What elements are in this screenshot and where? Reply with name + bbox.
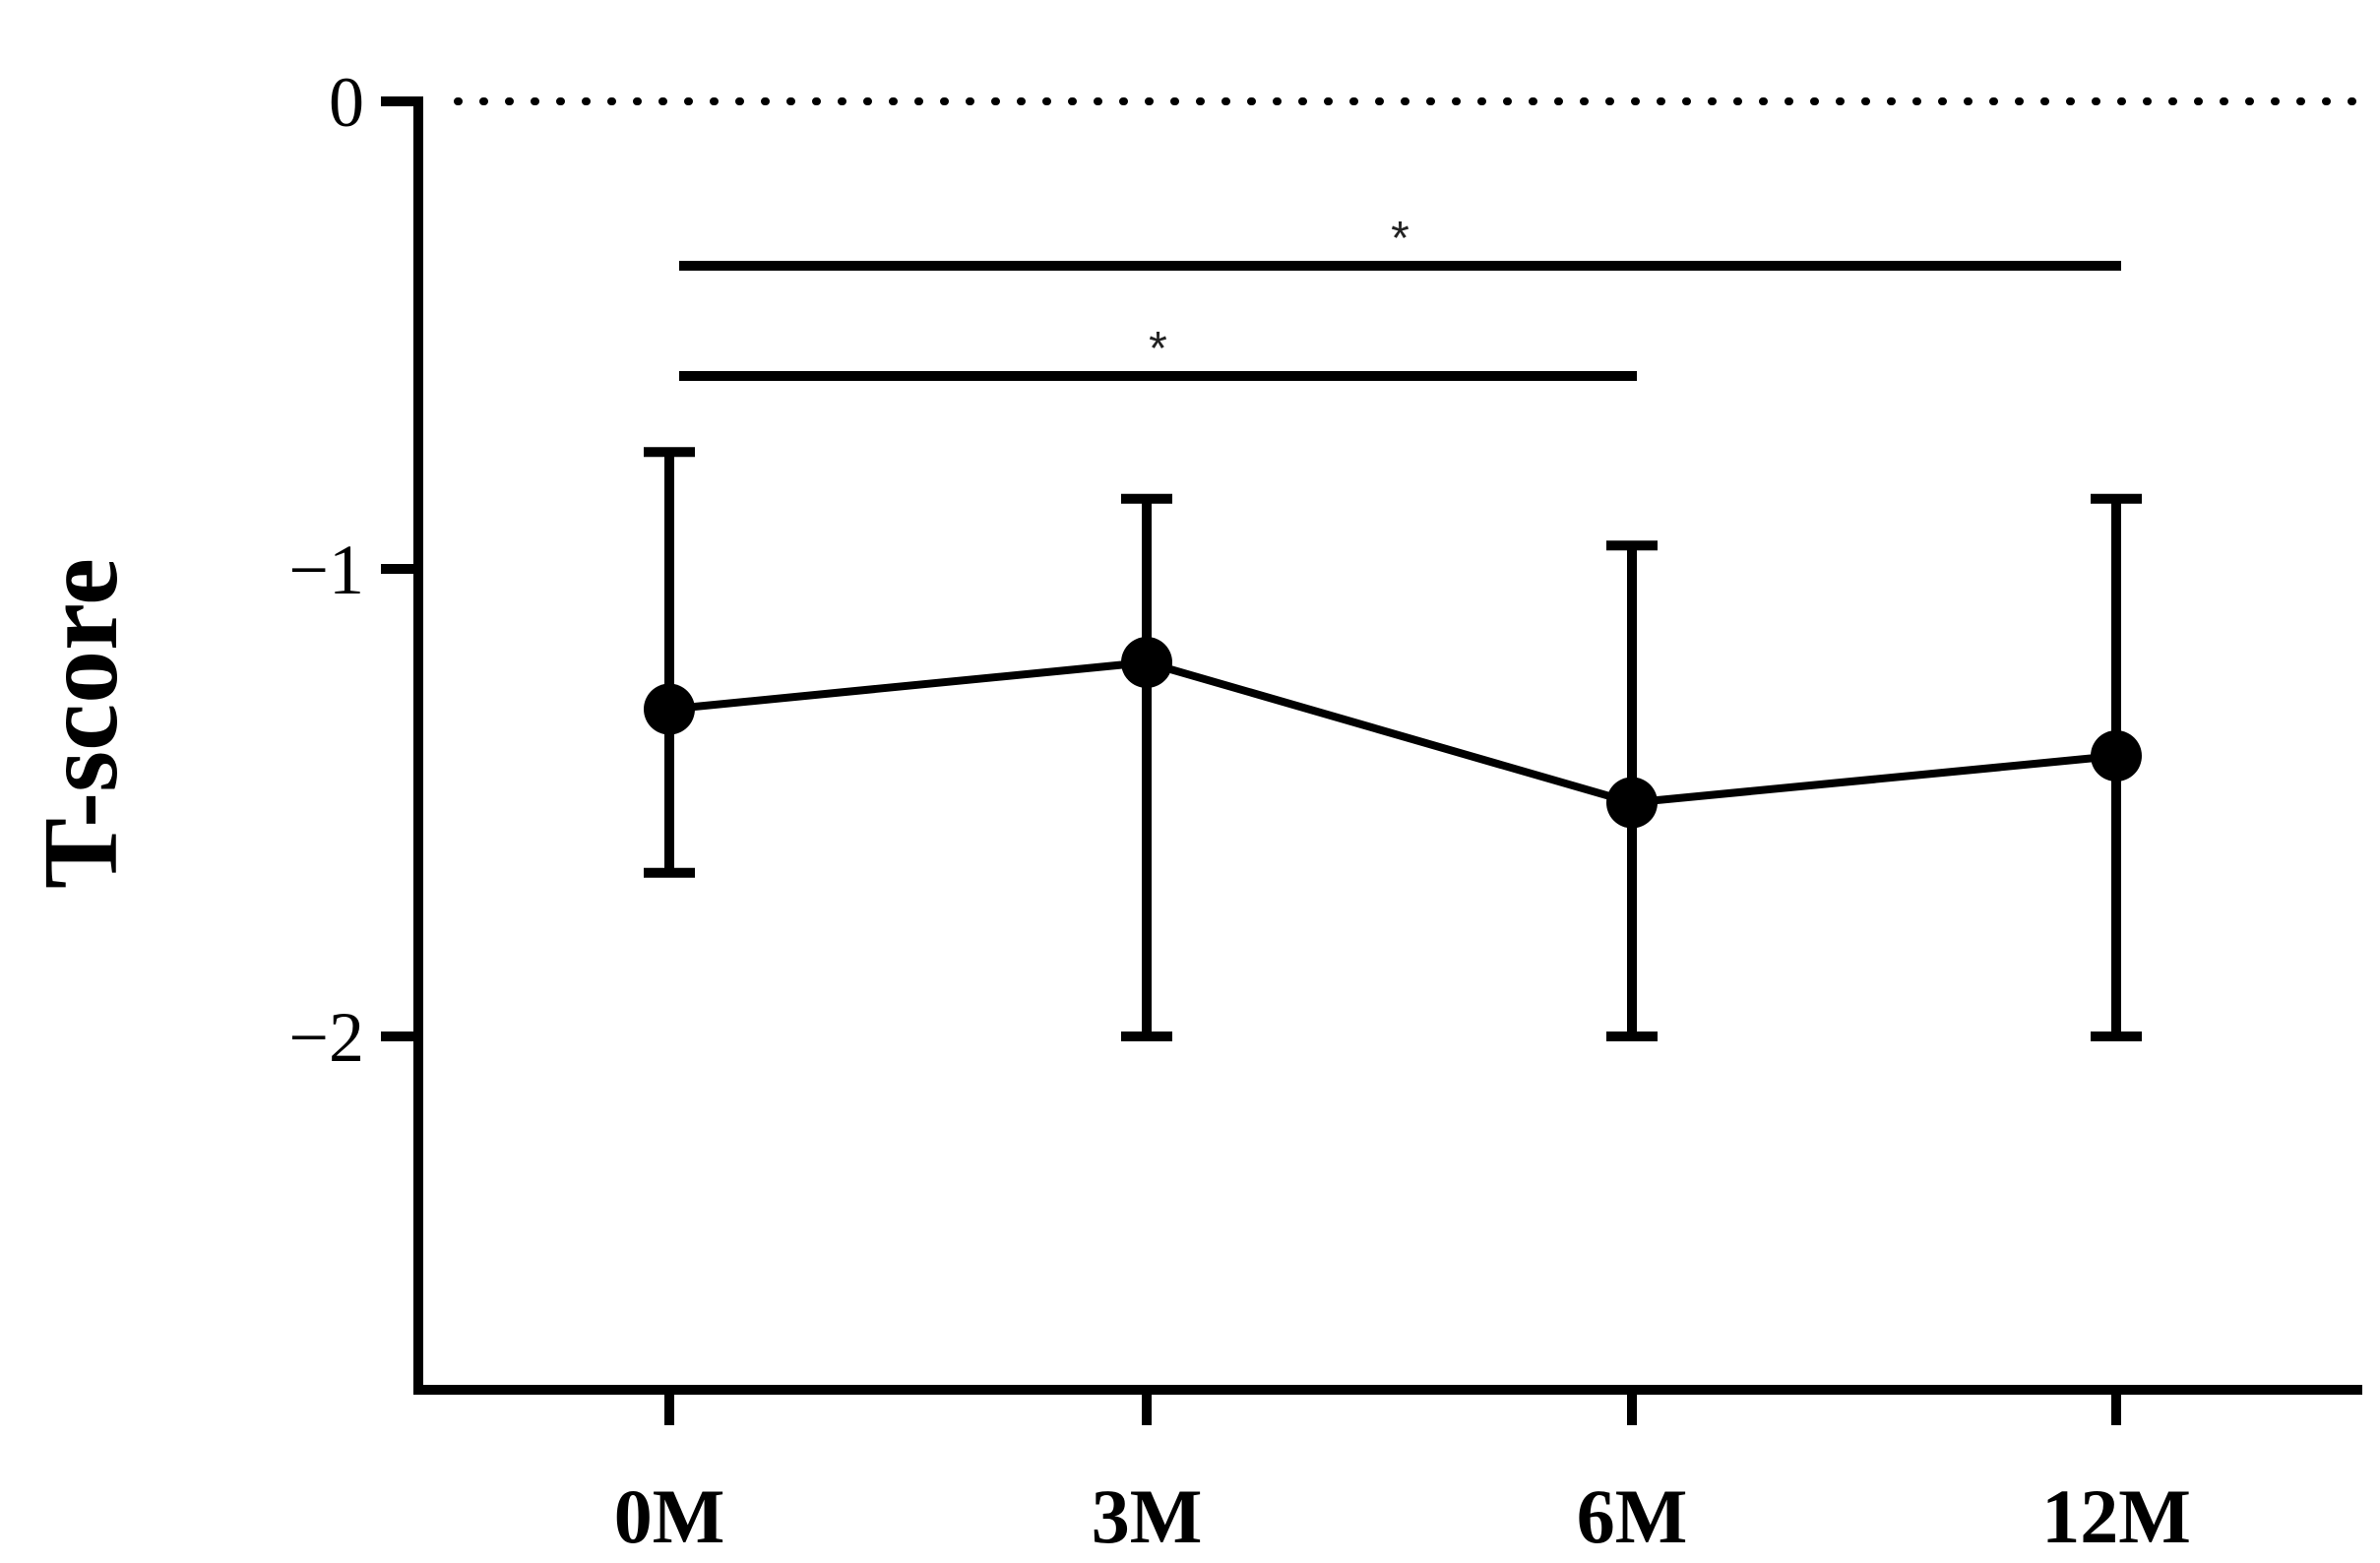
significance-layer: ** bbox=[679, 213, 2121, 381]
axes-layer bbox=[381, 96, 2362, 1425]
y-axis-title: T-score bbox=[23, 558, 140, 889]
x-tick-label-2: 6M bbox=[1577, 1473, 1688, 1559]
x-tick-label-1: 3M bbox=[1092, 1473, 1203, 1559]
data-point-3 bbox=[2091, 730, 2142, 782]
y-tick-label-1: −1 bbox=[288, 531, 364, 609]
data-point-1 bbox=[1121, 637, 1172, 688]
data-point-0 bbox=[644, 683, 695, 735]
series-layer bbox=[644, 637, 2142, 829]
label-layer: 0 −1 −2 0M 3M 6M 12M bbox=[288, 63, 2190, 1559]
significance-star-0: * bbox=[1391, 213, 1409, 265]
y-tick-label-0: 0 bbox=[329, 63, 364, 142]
data-point-2 bbox=[1606, 777, 1658, 829]
series-line-0 bbox=[668, 657, 2117, 807]
y-tick-label-2: −2 bbox=[288, 998, 364, 1077]
x-tick-label-3: 12M bbox=[2041, 1473, 2191, 1559]
x-tick-label-0: 0M bbox=[614, 1473, 725, 1559]
significance-star-1: * bbox=[1149, 323, 1167, 375]
error-bar-layer bbox=[644, 447, 2142, 1041]
